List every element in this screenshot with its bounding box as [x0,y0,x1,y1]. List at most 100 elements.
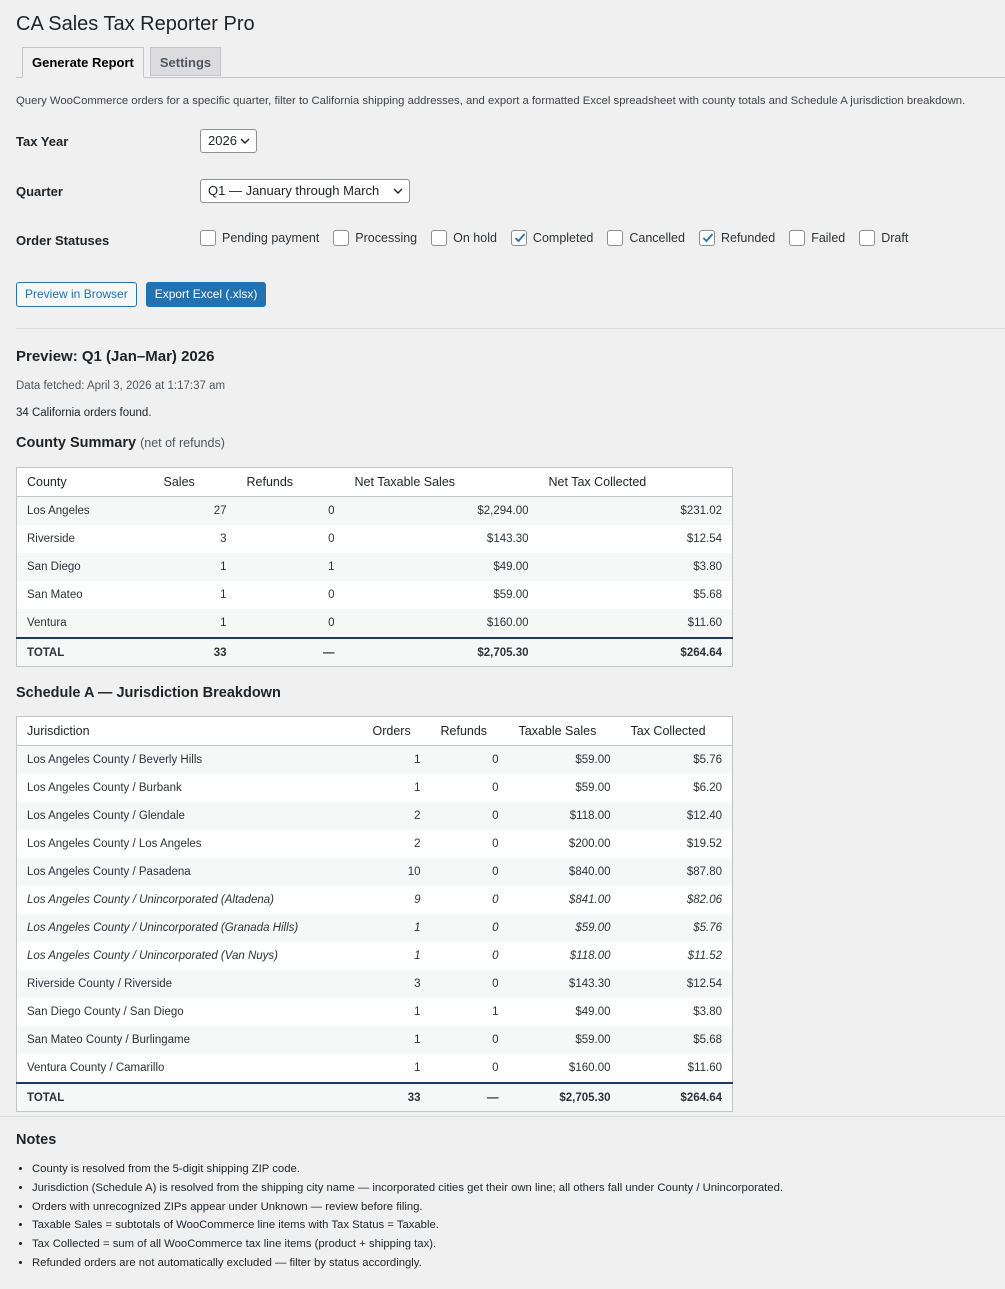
cell: $87.80 [686,866,722,878]
cell: Los Angeles County / Unincorporated (Van… [27,950,279,962]
status-option[interactable]: Draft [859,230,908,246]
quarter-select[interactable]: Q1 — January through March [200,179,410,203]
option-label: Refunded [720,231,776,245]
total-cell: TOTAL [16,637,154,667]
cell: 0 [492,866,499,878]
tab[interactable]: Generate Report [22,47,144,78]
column-header: Net Taxable Sales [344,467,539,497]
cell: $12.54 [686,978,722,990]
total-row: TOTAL 33— $2,705.30 $264.64 [16,637,733,667]
status-option[interactable]: Processing [333,230,417,246]
cell: 0 [492,950,499,962]
county-table: County Sales Refunds Net Taxable Sales Net T… [16,467,733,667]
cell: $49.00 [493,561,529,573]
cell: 10 [407,866,421,878]
status-option[interactable]: Pending payment [200,230,319,246]
cell: $840.00 [568,866,611,878]
fetched-time: Data fetched: April 3, 2026 at 1:17:37 a… [16,380,226,392]
order-count: 34 California orders found. [16,407,152,419]
option-label: Pending payment [222,231,320,245]
cell: $2,294.00 [477,505,529,517]
table-row: Los Angeles 27 0 $2,294.00 $231.02 [16,496,733,525]
column-header: Sales [153,467,237,497]
chevron [240,138,250,144]
heading-note: (net of refunds) [140,436,225,450]
table-row: Los Angeles County / Pasadena 10 0 $840.00 $… [16,858,733,886]
table-body: Los Angeles County / Beverly Hills 1 0 $59.… [16,745,733,1084]
cell: $160.00 [568,1062,611,1074]
cell: $11.60 [687,617,722,629]
county-heading: County Summary (net of refunds) [16,435,225,451]
cell: 3 [220,533,227,545]
total-cell: $2,705.30 [508,1082,621,1112]
page-title: CA Sales Tax Reporter Pro [16,13,255,35]
table-row: Los Angeles County / Unincorporated (Gra… [16,914,733,942]
tab-bar: Generate Report Settings [22,47,222,78]
cell: 0 [492,782,499,794]
status-option[interactable]: On hold [431,230,497,246]
checkbox[interactable] [200,230,216,246]
checkbox[interactable] [789,230,806,246]
status-option[interactable]: Refunded [698,230,776,246]
button[interactable]: Export Excel (.xlsx) [145,282,267,307]
table-row: Los Angeles County / Unincorporated (Van… [17,942,733,970]
column-header: County [16,467,154,497]
separator [0,1116,1005,1117]
table-row: San Diego 1 1 $49.00 $3.80 [16,553,733,581]
total-cell: TOTAL [16,1082,363,1112]
table-row: Ventura County / Camarillo 1 0 $160.00 $11.6… [17,1054,733,1083]
cell: 9 [414,894,421,906]
column-header: Net Tax Collected [538,467,733,497]
cell: Los Angeles County / Los Angeles [27,838,202,850]
checkbox[interactable] [607,230,624,246]
cell: 0 [492,810,499,822]
cell: 1 [414,754,421,766]
cell: San Mateo [27,589,83,601]
header-row: County Sales Refunds Net Taxable Sales Net T… [16,467,733,497]
cell: Los Angeles County / Beverly Hills [27,754,203,766]
cell: 0 [328,617,335,629]
option-label: Draft [881,231,909,245]
cell: 1 [414,922,421,934]
cell: 0 [492,838,499,850]
checkbox[interactable] [698,230,715,246]
checkbox[interactable] [510,230,527,246]
checkbox[interactable] [431,230,448,246]
status-option[interactable]: Failed [789,230,845,246]
cell: $5.76 [693,922,722,934]
option-label: Completed [532,231,594,245]
button[interactable]: Preview in Browser [16,282,137,307]
header-row: Jurisdiction Orders Refunds Taxable Sales Ta… [16,716,733,746]
quarter-label: Quarter [16,184,63,199]
column-header: Refunds [236,467,345,497]
cell: 1 [414,1062,421,1074]
cell: 1 [414,1034,421,1046]
checkbox[interactable] [333,230,350,246]
column-header: Refunds [430,716,509,746]
cell: $3.80 [693,561,722,573]
cell: $12.54 [686,533,722,545]
column-header: Orders [362,716,431,746]
notes-list: County is resolved from the 5-digit ship… [16,1160,783,1273]
checkbox[interactable] [859,230,876,246]
cell: 0 [328,533,335,545]
cell: $82.06 [686,894,722,906]
table-row: San Mateo County / Burlingame 1 0 $59.00 $5.… [16,1026,733,1054]
table-row: Los Angeles County / Unincorporated (Alt… [17,886,733,914]
cell: 1 [492,1006,499,1018]
status-option[interactable]: Cancelled [607,230,685,246]
status-option[interactable]: Completed [510,230,594,246]
cell: $143.30 [486,533,529,545]
select-value: Q1 — January through March [208,183,380,198]
cell: $59.00 [575,754,611,766]
note-item: County is resolved from the 5-digit ship… [32,1160,783,1179]
table-body: Los Angeles 27 0 $2,294.00 $231.02 Riverside 3… [16,496,733,638]
tab[interactable]: Settings [149,47,222,76]
select-value: 2026 [208,133,237,148]
tax-year-select[interactable]: 2026 [200,129,257,153]
tax-year-label: Tax Year [16,134,69,149]
cell: Los Angeles [27,505,90,517]
cell: $5.68 [693,589,722,601]
cell: Riverside [27,533,75,545]
cell: $59.00 [575,782,611,794]
